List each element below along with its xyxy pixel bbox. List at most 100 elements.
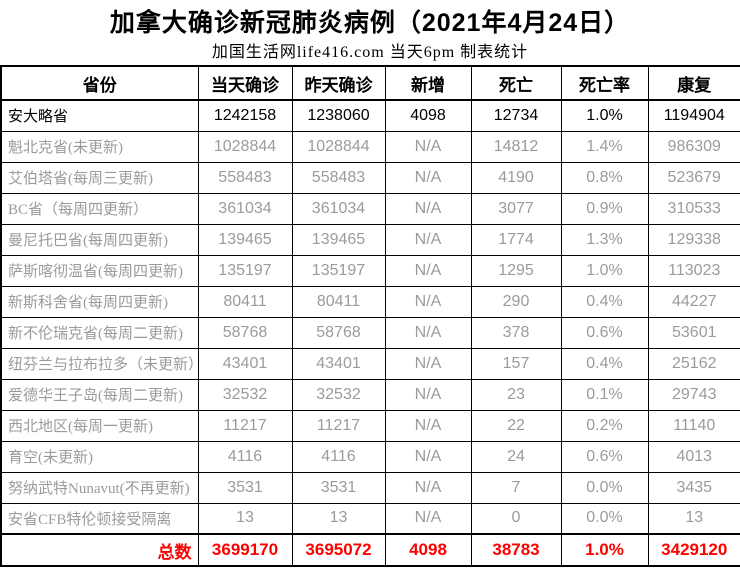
cell-deaths: 1774 [470,223,562,256]
cell-death-rate: 1.0% [560,254,649,287]
cell-yesterday: 11217 [291,409,386,442]
cell-province: 育空(未更新) [0,440,199,473]
table-row-total: 总数 3699170 3695072 4098 38783 1.0% 34291… [0,533,740,567]
cell-province: 努纳武特Nunavut(不再更新) [0,471,199,504]
cell-recovered: 29743 [647,378,740,411]
header-today: 当天确诊 [197,65,293,101]
table-row-quebec: 魁北克省(未更新) 1028844 1028844 N/A 14812 1.4%… [0,130,740,163]
cell-death-rate: 0.6% [560,440,649,473]
cell-province: 魁北克省(未更新) [0,130,199,163]
total-new-cases: 4098 [384,533,472,567]
table-header-row: 省份 当天确诊 昨天确诊 新增 死亡 死亡率 康复 [0,65,740,101]
cell-new-cases: N/A [384,192,472,225]
cell-recovered: 13 [647,502,740,535]
cell-yesterday: 43401 [291,347,386,380]
cell-death-rate: 0.9% [560,192,649,225]
table-row-nunavut: 努纳武特Nunavut(不再更新) 3531 3531 N/A 7 0.0% 3… [0,471,740,504]
covid-stats-table: 省份 当天确诊 昨天确诊 新增 死亡 死亡率 康复 安大略省 1242158 1… [0,65,740,567]
cell-recovered: 310533 [647,192,740,225]
table-row-bc: BC省（每周四更新） 361034 361034 N/A 3077 0.9% 3… [0,192,740,225]
table-row-saskatchewan: 萨斯喀彻温省(每周四更新) 135197 135197 N/A 1295 1.0… [0,254,740,287]
cell-new-cases: N/A [384,409,472,442]
total-deaths: 38783 [470,533,562,567]
cell-yesterday: 1238060 [291,99,386,132]
cell-recovered: 25162 [647,347,740,380]
table-row-cfb-trenton: 安省CFB特伦顿接受隔离 13 13 N/A 0 0.0% 13 [0,502,740,535]
cell-yesterday: 361034 [291,192,386,225]
cell-death-rate: 0.0% [560,471,649,504]
cell-today: 135197 [197,254,293,287]
cell-yesterday: 558483 [291,161,386,194]
cell-deaths: 12734 [470,99,562,132]
cell-new-cases: 4098 [384,99,472,132]
cell-new-cases: N/A [384,161,472,194]
cell-deaths: 0 [470,502,562,535]
cell-death-rate: 0.1% [560,378,649,411]
cell-death-rate: 0.4% [560,347,649,380]
cell-yesterday: 139465 [291,223,386,256]
cell-today: 139465 [197,223,293,256]
cell-recovered: 1194904 [647,99,740,132]
cell-deaths: 1295 [470,254,562,287]
cell-today: 80411 [197,285,293,318]
cell-death-rate: 0.8% [560,161,649,194]
cell-new-cases: N/A [384,440,472,473]
table-row-newfoundland: 纽芬兰与拉布拉多（未更新） 43401 43401 N/A 157 0.4% 2… [0,347,740,380]
cell-recovered: 986309 [647,130,740,163]
cell-deaths: 4190 [470,161,562,194]
cell-today: 11217 [197,409,293,442]
cell-province: 萨斯喀彻温省(每周四更新) [0,254,199,287]
cell-province: 曼尼托巴省(每周四更新) [0,223,199,256]
cell-deaths: 22 [470,409,562,442]
cell-recovered: 11140 [647,409,740,442]
cell-province: 艾伯塔省(每周三更新) [0,161,199,194]
cell-new-cases: N/A [384,347,472,380]
cell-today: 4116 [197,440,293,473]
cell-province: 纽芬兰与拉布拉多（未更新） [0,347,199,380]
cell-province: 新不伦瑞克省(每周二更新) [0,316,199,349]
cell-deaths: 290 [470,285,562,318]
total-yesterday: 3695072 [291,533,386,567]
cell-today: 1242158 [197,99,293,132]
cell-death-rate: 0.0% [560,502,649,535]
cell-deaths: 378 [470,316,562,349]
cell-new-cases: N/A [384,223,472,256]
cell-recovered: 3435 [647,471,740,504]
cell-today: 13 [197,502,293,535]
cell-today: 58768 [197,316,293,349]
table-row-northwest-territories: 西北地区(每周一更新) 11217 11217 N/A 22 0.2% 1114… [0,409,740,442]
cell-today: 1028844 [197,130,293,163]
cell-deaths: 3077 [470,192,562,225]
cell-new-cases: N/A [384,378,472,411]
cell-new-cases: N/A [384,285,472,318]
cell-recovered: 4013 [647,440,740,473]
cell-deaths: 24 [470,440,562,473]
header-deaths: 死亡 [470,65,562,101]
total-death-rate: 1.0% [560,533,649,567]
cell-yesterday: 58768 [291,316,386,349]
table-row-pei: 爱德华王子岛(每周二更新) 32532 32532 N/A 23 0.1% 29… [0,378,740,411]
cell-yesterday: 4116 [291,440,386,473]
cell-new-cases: N/A [384,254,472,287]
cell-death-rate: 1.4% [560,130,649,163]
cell-province: 安省CFB特伦顿接受隔离 [0,502,199,535]
table-row-alberta: 艾伯塔省(每周三更新) 558483 558483 N/A 4190 0.8% … [0,161,740,194]
header-recovered: 康复 [647,65,740,101]
table-row-manitoba: 曼尼托巴省(每周四更新) 139465 139465 N/A 1774 1.3%… [0,223,740,256]
cell-province: 西北地区(每周一更新) [0,409,199,442]
cell-province: BC省（每周四更新） [0,192,199,225]
table-row-nova-scotia: 新斯科舍省(每周四更新) 80411 80411 N/A 290 0.4% 44… [0,285,740,318]
header-new-cases: 新增 [384,65,472,101]
table-row-ontario: 安大略省 1242158 1238060 4098 12734 1.0% 119… [0,99,740,132]
total-today: 3699170 [197,533,293,567]
cell-recovered: 53601 [647,316,740,349]
cell-province: 新斯科舍省(每周四更新) [0,285,199,318]
page-title: 加拿大确诊新冠肺炎病例（2021年4月24日） [109,9,631,37]
header-death-rate: 死亡率 [560,65,649,101]
cell-death-rate: 0.2% [560,409,649,442]
cell-yesterday: 32532 [291,378,386,411]
cell-today: 361034 [197,192,293,225]
cell-death-rate: 1.0% [560,99,649,132]
cell-deaths: 14812 [470,130,562,163]
